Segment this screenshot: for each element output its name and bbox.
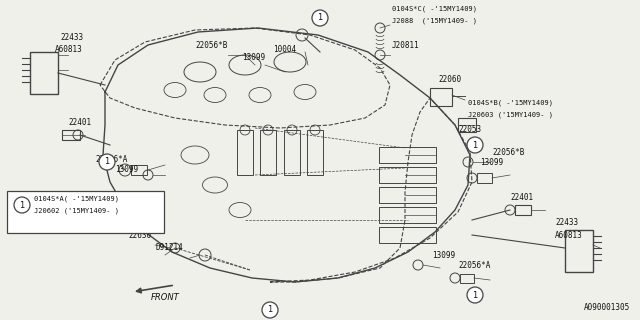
Text: 0104S*B( -'15MY1409): 0104S*B( -'15MY1409)	[468, 100, 553, 107]
Text: 22056*B: 22056*B	[195, 41, 227, 50]
Text: 13099: 13099	[115, 165, 138, 174]
Bar	[565, 230, 593, 272]
Bar	[515, 205, 531, 215]
Text: 22401: 22401	[510, 193, 533, 202]
Text: 22630: 22630	[128, 231, 151, 240]
Text: 13099: 13099	[242, 53, 265, 62]
Text: 1: 1	[268, 306, 273, 315]
Text: 13099: 13099	[432, 251, 455, 260]
Circle shape	[99, 154, 115, 170]
Bar	[30, 52, 58, 94]
Text: 0104S*C( -'15MY1409): 0104S*C( -'15MY1409)	[392, 5, 477, 12]
Text: FRONT: FRONT	[150, 293, 179, 302]
Text: 22053: 22053	[458, 125, 481, 134]
Text: 22433: 22433	[555, 218, 578, 227]
Text: 22056*A: 22056*A	[95, 155, 127, 164]
Bar	[477, 173, 492, 183]
Bar	[458, 118, 476, 132]
Bar	[237, 130, 253, 175]
FancyBboxPatch shape	[7, 191, 164, 233]
Bar	[307, 130, 323, 175]
Bar	[430, 88, 452, 106]
Text: 10004: 10004	[273, 45, 296, 54]
Circle shape	[262, 302, 278, 318]
Text: A60813: A60813	[555, 231, 583, 240]
Text: 1: 1	[104, 157, 109, 166]
Text: J20811: J20811	[392, 41, 420, 50]
Text: 13099: 13099	[480, 158, 503, 167]
Bar	[62, 130, 80, 140]
Text: 22056*B: 22056*B	[492, 148, 524, 157]
Text: 22060: 22060	[438, 75, 461, 84]
Text: 1: 1	[472, 140, 477, 149]
Bar	[460, 274, 474, 283]
Text: 22433: 22433	[60, 33, 83, 42]
Text: 1: 1	[317, 13, 323, 22]
Text: 22056*A: 22056*A	[458, 261, 490, 270]
Bar	[260, 130, 276, 175]
Circle shape	[467, 287, 483, 303]
Circle shape	[14, 197, 30, 213]
Bar	[131, 165, 147, 175]
Text: J20602 ('15MY1409- ): J20602 ('15MY1409- )	[34, 207, 119, 213]
Text: 1: 1	[472, 291, 477, 300]
Circle shape	[467, 137, 483, 153]
Circle shape	[312, 10, 328, 26]
Text: J20603 ('15MY1409- ): J20603 ('15MY1409- )	[468, 112, 553, 118]
Text: 22401: 22401	[68, 118, 91, 127]
Text: 1: 1	[19, 201, 24, 210]
Text: J2088  ('15MY1409- ): J2088 ('15MY1409- )	[392, 17, 477, 23]
Text: A090001305: A090001305	[584, 303, 630, 312]
Text: A60813: A60813	[55, 45, 83, 54]
Text: D91214: D91214	[155, 243, 183, 252]
Bar	[284, 130, 300, 175]
Text: 0104S*A( -'15MY1409): 0104S*A( -'15MY1409)	[34, 195, 119, 202]
